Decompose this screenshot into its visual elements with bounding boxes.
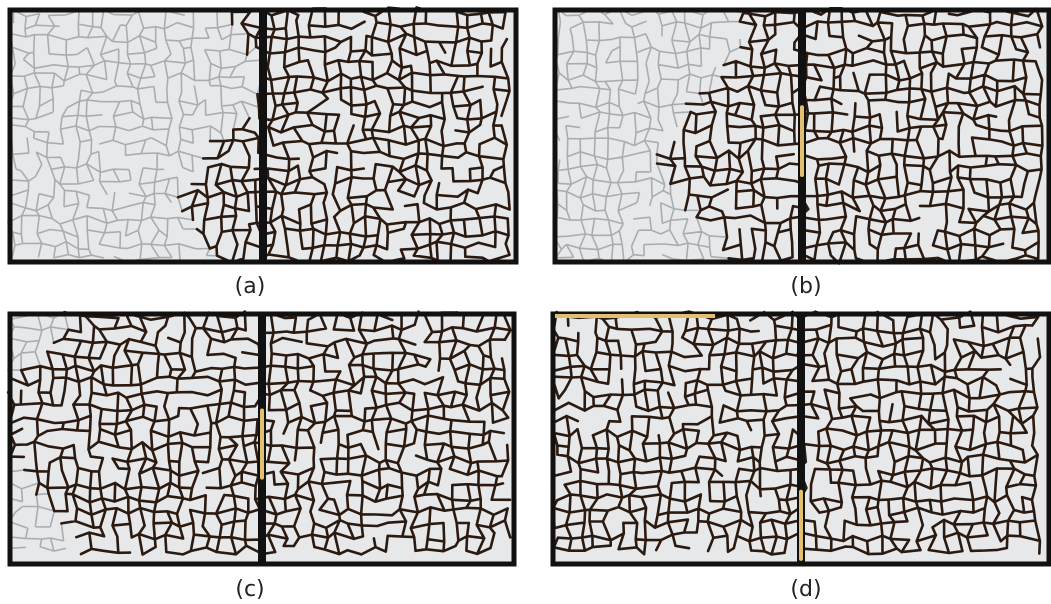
channel-oil — [799, 489, 803, 561]
channel-oil — [260, 408, 264, 480]
center-channel — [259, 8, 267, 264]
panel-label: (d) — [790, 577, 821, 602]
photo — [552, 7, 1051, 265]
top-oil — [555, 314, 715, 318]
network-filled — [655, 7, 1044, 265]
panel-label: (c) — [235, 577, 264, 602]
photo — [6, 310, 517, 567]
photo — [7, 6, 519, 265]
photo — [550, 310, 1051, 567]
channel-oil — [800, 105, 804, 177]
center-channel — [797, 312, 805, 566]
network-unfilled — [7, 8, 263, 264]
panel-label: (b) — [790, 274, 821, 299]
panel-label: (a) — [235, 274, 266, 299]
